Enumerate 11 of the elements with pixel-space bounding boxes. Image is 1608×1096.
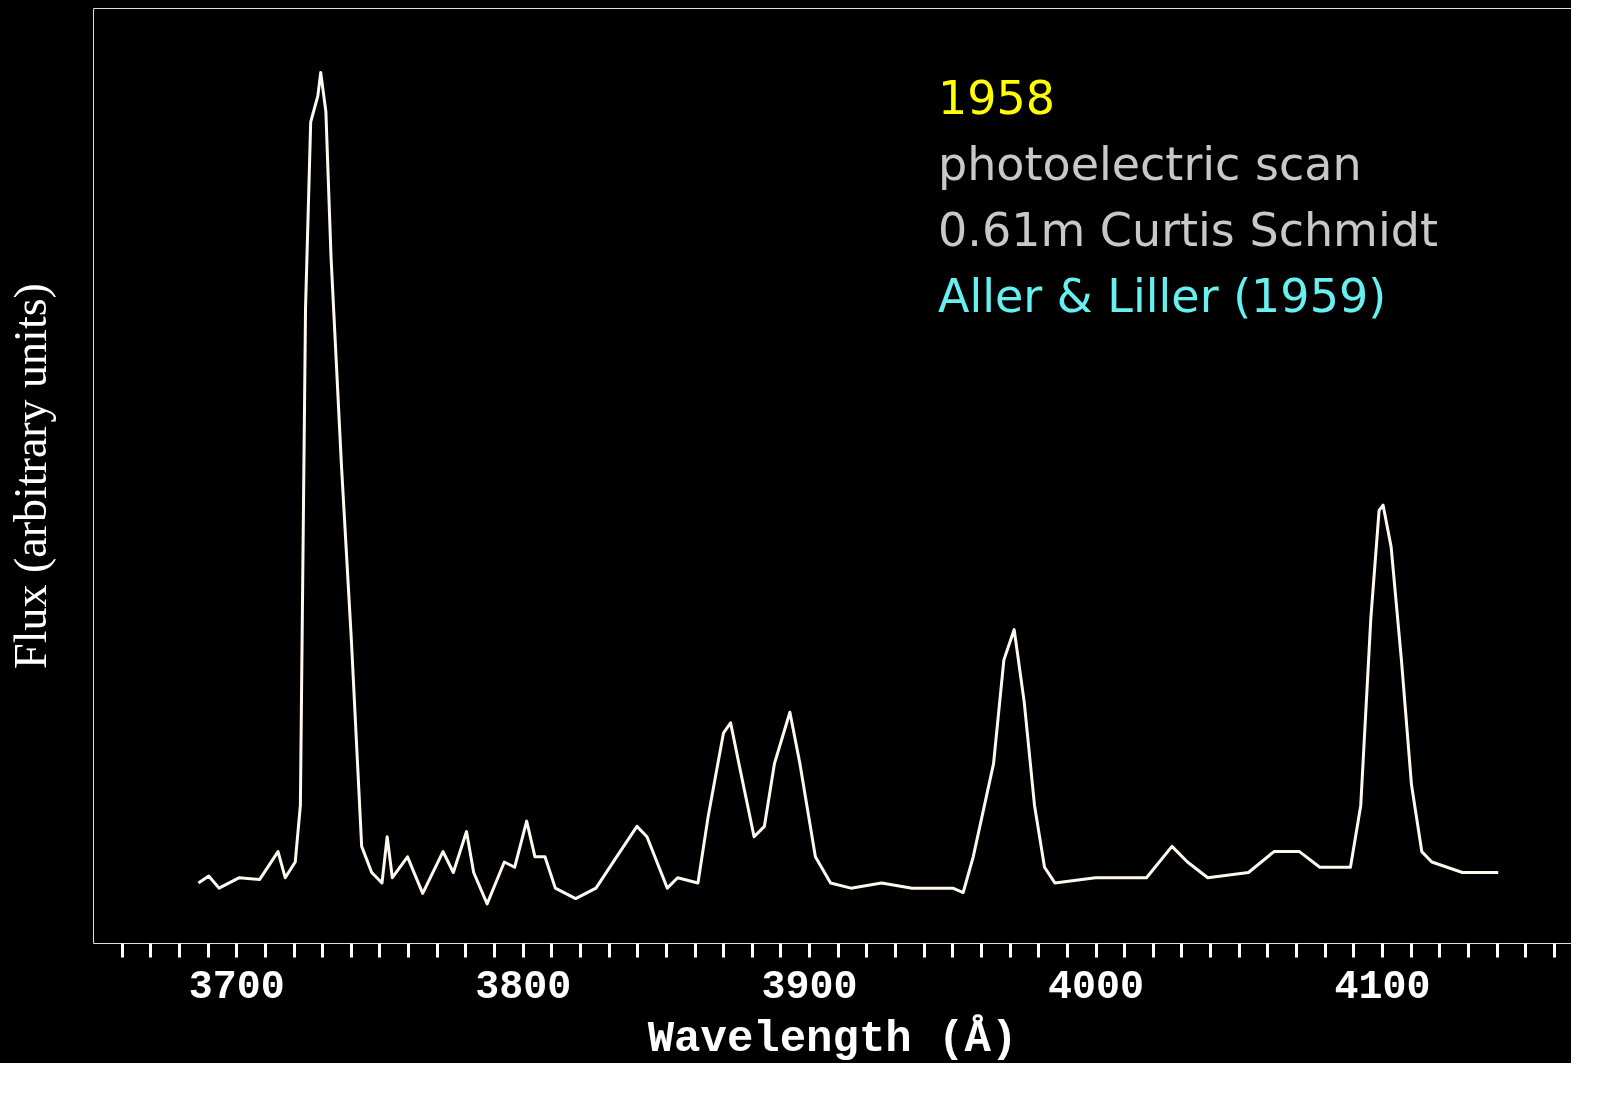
x-tick-label: 4000 [1048, 964, 1145, 1010]
x-tick-label: 3800 [475, 964, 572, 1010]
y-axis-title: Flux (arbitrary units) [4, 283, 56, 669]
x-tick-label: 4100 [1334, 964, 1431, 1010]
x-axis-title: Wavelength (Å) [647, 1013, 1018, 1064]
x-tick-label: 3900 [761, 964, 858, 1010]
x-tick-label: 3700 [188, 964, 285, 1010]
annotation: 1958 [938, 71, 1056, 125]
annotation: Aller & Liller (1959) [938, 269, 1387, 323]
annotation: 0.61m Curtis Schmidt [938, 203, 1438, 257]
annotation: photoelectric scan [938, 137, 1362, 191]
